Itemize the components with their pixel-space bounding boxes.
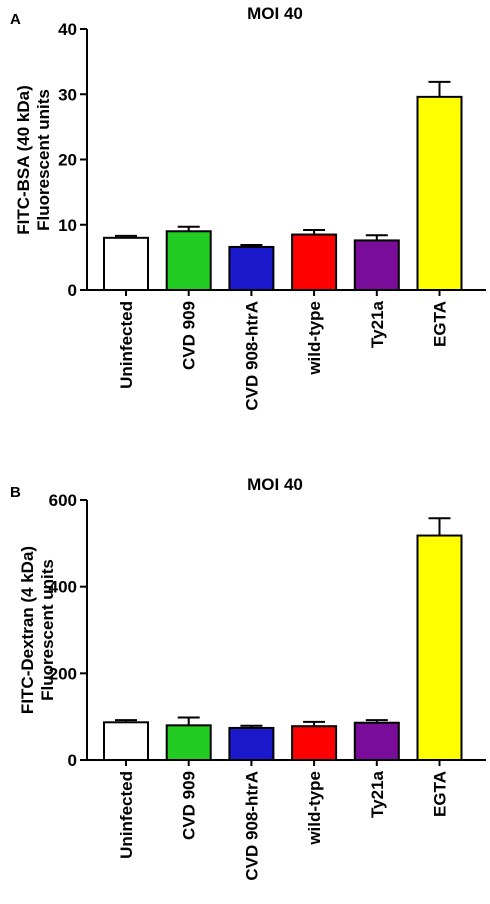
panel-b-bars xyxy=(103,517,463,762)
panel-a-category-label: wild-type xyxy=(305,301,324,376)
panel-a: A MOI 40 FITC-BSA (40 kDa) Fluorescent u… xyxy=(10,4,486,411)
panel-a-category-label: Uninfected xyxy=(117,301,136,389)
panel-b-y-ticks: 0 200 400 600 xyxy=(49,491,87,770)
panel-b-bar xyxy=(353,721,400,762)
panel-a-bars xyxy=(103,80,463,292)
panel-a-bar xyxy=(291,233,338,292)
panel-b-category-label: Uninfected xyxy=(117,771,136,859)
panel-a-category-labels: Uninfected CVD 909 CVD 908-htrA wild-type Ty… xyxy=(117,290,450,411)
panel-b-category-label: CVD 908-htrA xyxy=(242,771,261,881)
panel-b-ylabel-line1: FITC-Dextran (4 kDa) xyxy=(18,546,37,714)
panel-a-bar xyxy=(103,236,149,292)
panel-a-category-label: CVD 908-htrA xyxy=(242,301,261,411)
panel-a-y-tick-label: 0 xyxy=(68,281,77,300)
panel-a-bar xyxy=(165,230,212,291)
panel-a-y-ticks: 0 10 20 30 40 xyxy=(58,20,87,300)
panel-b-category-label: Ty21a xyxy=(368,770,387,817)
panel-b-y-tick-label: 0 xyxy=(68,751,77,770)
panel-b-y-tick-label: 200 xyxy=(49,664,77,683)
panel-a-y-tick-label: 20 xyxy=(58,151,77,170)
panel-b-error-bar xyxy=(428,517,451,536)
panel-a-y-tick-label: 30 xyxy=(58,85,77,104)
panel-a-y-tick-label: 10 xyxy=(58,216,77,235)
panel-a-bar xyxy=(353,239,400,292)
panel-b-bar xyxy=(165,724,212,761)
panel-b-y-tick-label: 400 xyxy=(49,578,77,597)
panel-b-bar xyxy=(228,726,275,762)
panel-a-error-bar xyxy=(428,80,451,97)
panel-b-label: B xyxy=(10,484,21,501)
panel-a-ylabel-line2: Fluorescent units xyxy=(34,89,53,231)
panel-b-category-labels: Uninfected CVD 909 CVD 908-htrA wild-type Ty… xyxy=(117,760,450,881)
panel-b-category-label: wild-type xyxy=(305,771,324,846)
panel-b-y-tick-label: 600 xyxy=(49,491,77,510)
panel-a-title: MOI 40 xyxy=(247,4,303,23)
panel-b-bar xyxy=(291,725,338,762)
panel-b-category-label: CVD 909 xyxy=(180,771,199,840)
panel-a-label: A xyxy=(10,11,21,28)
panel-b-ylabel-line2: Fluorescent units xyxy=(38,559,57,701)
panel-b-bar xyxy=(103,721,149,761)
panel-b: B MOI 40 FITC-Dextran (4 kDa) Fluorescen… xyxy=(10,475,486,881)
panel-b-title: MOI 40 xyxy=(247,475,303,494)
panel-b-bar xyxy=(416,534,463,761)
panel-a-category-label: Ty21a xyxy=(368,300,387,347)
panel-a-ylabel-line1: FITC-BSA (40 kDa) xyxy=(14,85,33,235)
panel-a-bar xyxy=(228,245,275,291)
panel-a-bar xyxy=(416,95,463,291)
panel-a-category-label: EGTA xyxy=(431,301,450,347)
panel-b-category-label: EGTA xyxy=(431,771,450,817)
panel-a-y-tick-label: 40 xyxy=(58,20,77,39)
panel-a-category-label: CVD 909 xyxy=(180,301,199,370)
panel-b-error-bar xyxy=(177,716,200,726)
